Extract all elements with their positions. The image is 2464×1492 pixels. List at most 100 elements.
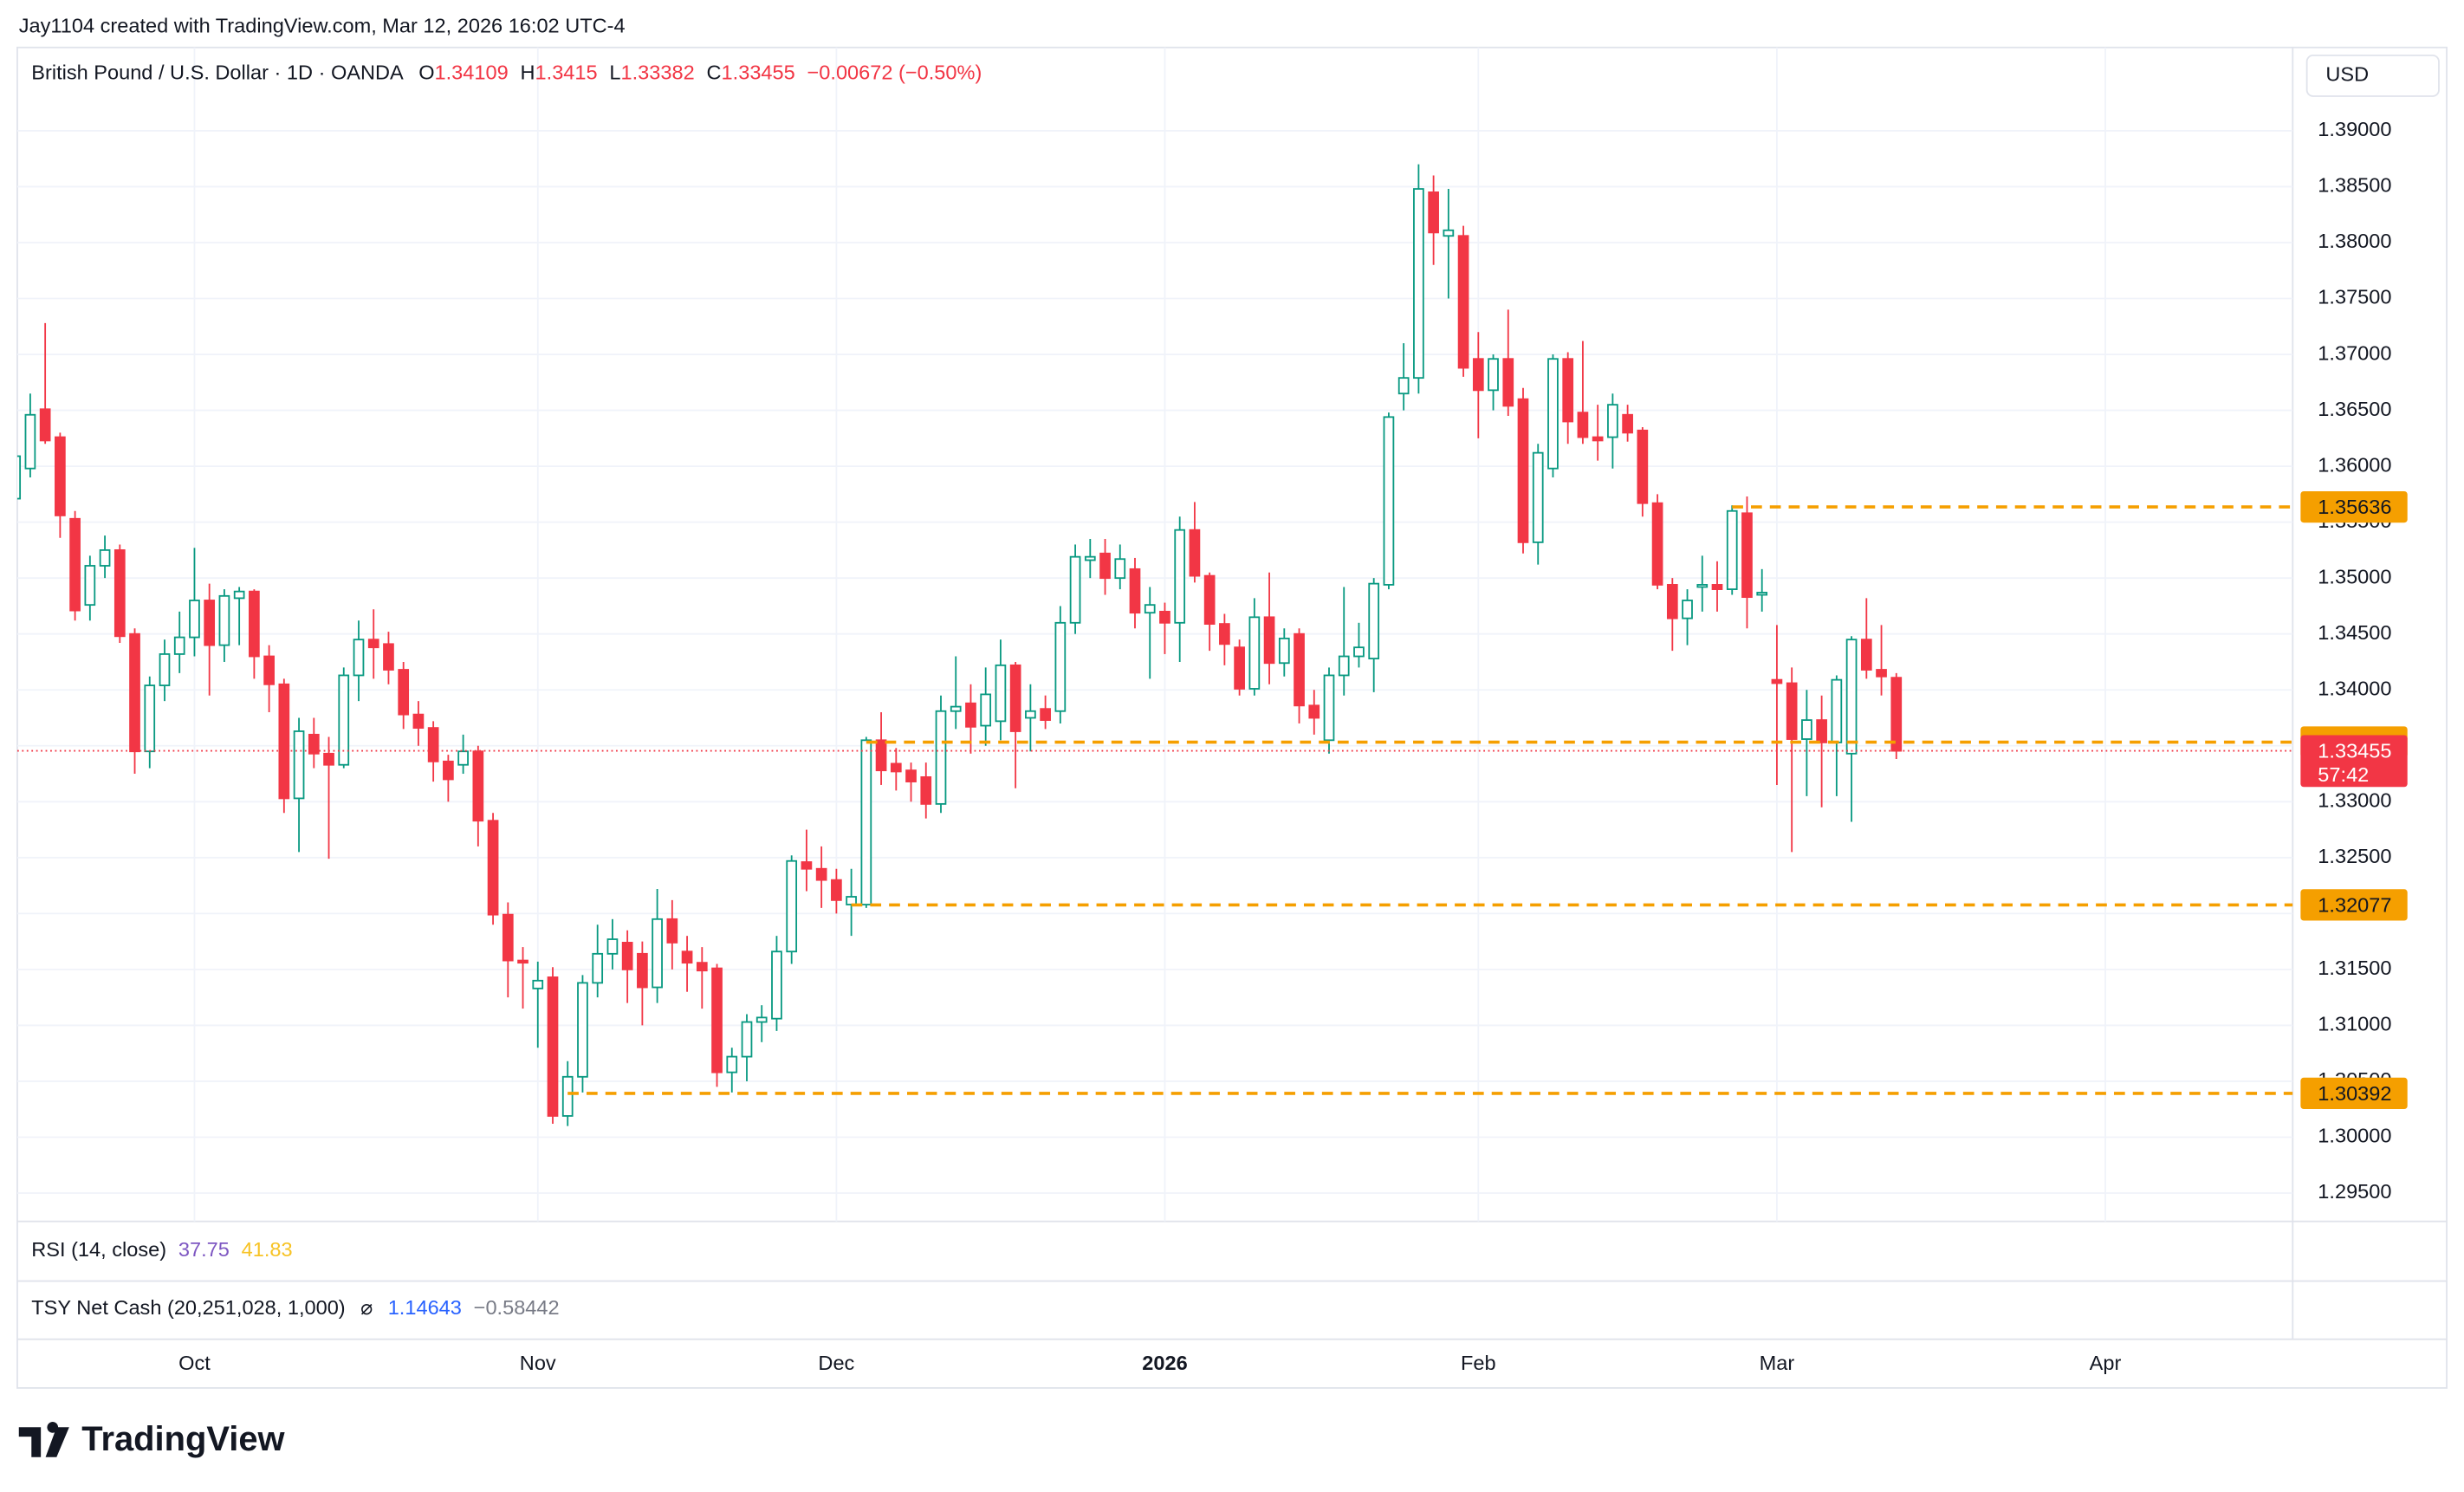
x-tick-label: Apr — [2090, 1352, 2122, 1374]
candle-body — [1577, 412, 1589, 438]
candle-body — [1263, 616, 1275, 665]
candle-body — [1457, 235, 1469, 369]
rsi-value: 41.83 — [242, 1238, 293, 1261]
y-tick-label: 1.35000 — [2318, 565, 2391, 587]
candle-body — [1099, 552, 1111, 580]
ohlc-label: O — [418, 62, 434, 84]
candle-body — [815, 867, 827, 881]
candle-body — [1696, 584, 1709, 588]
currency-button[interactable] — [2305, 54, 2440, 97]
candle-body — [1845, 639, 1858, 755]
candle-body — [1651, 502, 1663, 586]
candle-body — [920, 775, 932, 805]
ohlc-label: L — [609, 62, 620, 84]
candle-body — [1607, 404, 1618, 438]
candle-body — [1771, 678, 1783, 684]
candle-body — [1397, 377, 1410, 395]
level-tag-label: 1.35636 — [2318, 496, 2391, 518]
candle-body — [1622, 413, 1633, 434]
ohlc-value: 1.34109 — [435, 62, 509, 84]
candle-body — [1666, 584, 1678, 620]
candle-body — [84, 565, 96, 607]
tsy-value: −0.58442 — [474, 1296, 560, 1319]
candle-body — [532, 979, 544, 989]
candle-body — [99, 549, 111, 567]
level-tag-label: 1.32077 — [2318, 893, 2391, 916]
candle-body — [113, 549, 126, 638]
candle-body — [1383, 416, 1395, 586]
candle-body — [249, 590, 260, 658]
candle-body — [263, 655, 275, 685]
candle-body — [16, 455, 22, 500]
candle-body — [1338, 655, 1350, 677]
candle-body — [1294, 632, 1305, 707]
candle-body — [1144, 604, 1156, 614]
ohlc-value: 1.33455 — [722, 62, 795, 84]
candle-body — [39, 408, 51, 442]
candle-body — [1174, 529, 1186, 624]
candle-body — [771, 950, 782, 1020]
y-tick-label: 1.36500 — [2318, 398, 2391, 420]
candle-body — [1860, 639, 1872, 671]
candle-body — [1472, 358, 1484, 392]
rsi-label: RSI (14, close) — [31, 1238, 166, 1261]
candle-body — [308, 733, 320, 755]
candle-body — [1159, 610, 1170, 624]
candle-body — [1831, 678, 1843, 743]
level-tag — [2300, 490, 2408, 523]
logo-text: TradingView — [81, 1420, 285, 1458]
candle-body — [786, 860, 798, 953]
y-tick-label: 1.38500 — [2318, 174, 2391, 197]
x-tick-label: 2026 — [1142, 1352, 1187, 1374]
candle-body — [189, 600, 200, 639]
candle-body — [1786, 682, 1798, 740]
candle-body — [383, 643, 394, 671]
frame — [16, 46, 2448, 1389]
candle-body — [1234, 646, 1245, 690]
currency[interactable]: USD — [2325, 63, 2369, 86]
x-tick-label: Mar — [1760, 1352, 1795, 1374]
candle-body — [1203, 574, 1216, 625]
rsi-value: 37.75 — [178, 1238, 230, 1261]
symbol: British Pound / U.S. Dollar · 1D · OANDA — [31, 62, 404, 84]
candle-body — [1637, 429, 1649, 504]
ohlc-value: 1.3415 — [535, 62, 598, 84]
candle-body — [427, 727, 439, 762]
last-price-tag — [2300, 735, 2408, 788]
candle-body — [517, 959, 528, 964]
ohlc-value: 1.33382 — [621, 62, 695, 84]
credit: Jay1104 created with TradingView.com, Ma… — [19, 14, 626, 36]
candle-body — [1054, 621, 1067, 712]
y-tick-label: 1.37000 — [2318, 341, 2391, 364]
y-tick-label: 1.31500 — [2318, 957, 2391, 979]
candle-body — [1189, 529, 1201, 577]
x-tick-label: Dec — [818, 1352, 854, 1374]
candle-body — [398, 669, 410, 716]
candle-body — [1562, 358, 1574, 423]
rsi-legend: RSI (14, close) 37.75 41.83 — [31, 1238, 292, 1261]
level-tag — [2300, 889, 2408, 921]
candle-body — [741, 1021, 753, 1058]
candle-body — [681, 950, 693, 964]
candle-body — [487, 820, 499, 916]
y-tick-label: 1.31000 — [2318, 1013, 2391, 1035]
y-tick-label: 1.30000 — [2318, 1125, 2391, 1147]
candle-body — [905, 769, 917, 782]
candle-body — [144, 684, 156, 753]
tsy-value: 1.14643 — [388, 1296, 462, 1319]
candle-body — [1323, 674, 1335, 742]
tsy-symbol: ⌀ — [360, 1296, 373, 1319]
candle-body — [412, 713, 425, 730]
candle-body — [367, 639, 379, 649]
candle-body — [278, 683, 290, 800]
candle-body — [1428, 191, 1439, 234]
y-tick-label: 1.34500 — [2318, 621, 2391, 644]
candle-body — [1308, 704, 1320, 719]
candle-body — [233, 590, 245, 600]
candle-body — [69, 517, 81, 612]
candle-body — [935, 710, 947, 805]
candle-body — [1278, 637, 1290, 665]
level-tag-label: 1.30392 — [2318, 1082, 2391, 1105]
candle-body — [129, 632, 140, 753]
candle-body — [1040, 708, 1051, 721]
